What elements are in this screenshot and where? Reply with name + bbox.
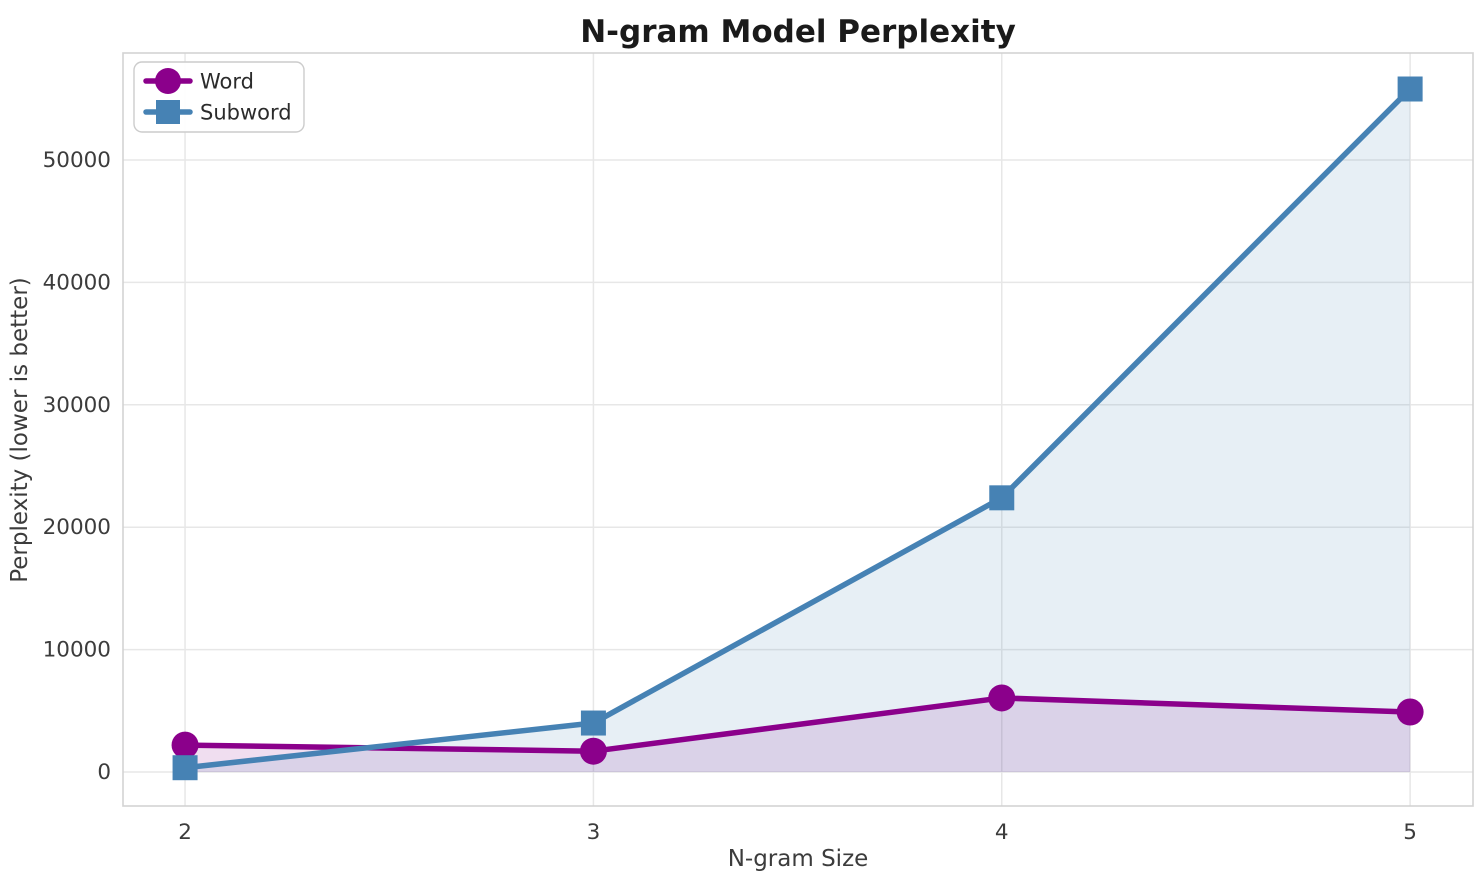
legend-marker-square — [156, 100, 180, 124]
x-tick-label: 5 — [1403, 820, 1417, 845]
series-line-subword — [182, 86, 1413, 771]
y-tick-label: 10000 — [43, 638, 111, 663]
series-fill-subword — [185, 89, 1411, 772]
chart-title: N-gram Model Perplexity — [580, 14, 1016, 50]
legend-label-subword: Subword — [200, 101, 292, 125]
y-tick-label: 40000 — [43, 270, 111, 295]
series-layer — [171, 76, 1424, 781]
data-point-marker — [1397, 76, 1423, 102]
x-axis-label: N-gram Size — [728, 846, 869, 872]
series-fill-word — [185, 697, 1411, 772]
tick-label-layer: 0 10000 20000 30000 40000 50000 2 3 4 5 — [43, 148, 1417, 845]
axes-border — [122, 52, 1474, 807]
y-axis-label: Perplexity (lower is better) — [7, 277, 33, 583]
x-tick-label: 2 — [178, 820, 192, 845]
x-tick-label: 3 — [587, 820, 601, 845]
data-point-marker — [172, 755, 198, 781]
data-point-marker — [1396, 698, 1424, 726]
x-tick-label: 4 — [995, 820, 1009, 845]
legend-marker-circle — [155, 68, 181, 94]
data-point-marker — [171, 731, 199, 759]
data-point-marker — [989, 485, 1015, 511]
data-point-marker — [579, 737, 607, 765]
grid-layer — [123, 53, 1473, 806]
y-tick-label: 30000 — [43, 393, 111, 418]
y-tick-label: 50000 — [43, 148, 111, 173]
axes-spines-layer — [122, 52, 1474, 807]
legend: Word Subword — [133, 61, 305, 133]
y-tick-label: 20000 — [43, 515, 111, 540]
data-point-marker — [580, 710, 606, 736]
legend-label-word: Word — [200, 70, 254, 94]
data-point-marker — [988, 684, 1016, 712]
area-fill-layer — [185, 89, 1411, 772]
y-tick-label: 0 — [97, 760, 111, 785]
